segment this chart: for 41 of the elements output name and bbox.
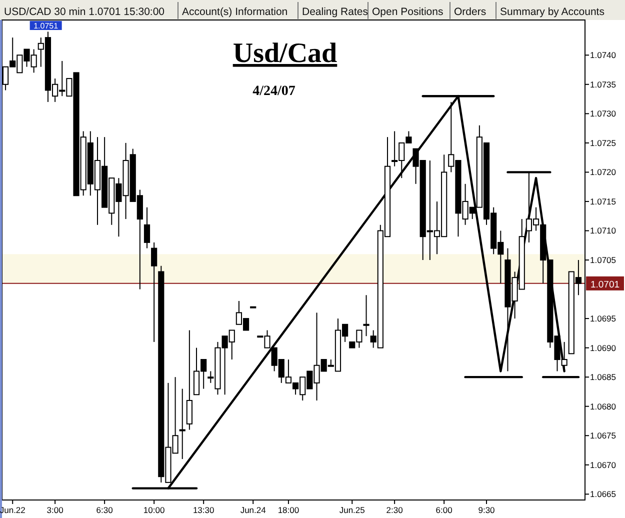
x-tick-label: 3:00: [46, 505, 64, 515]
y-tick-label: 1.0720: [590, 167, 616, 178]
x-tick-label: 9:30: [478, 505, 496, 515]
x-tick-label: 2:30: [386, 505, 404, 515]
x-tick-label: 13:30: [192, 505, 214, 515]
x-tick-label: 6:00: [436, 505, 453, 515]
text: Open Positions: [372, 6, 444, 18]
candlestick: [179, 388, 186, 460]
candlestick: [151, 242, 158, 342]
y-tick-label: 1.0740: [590, 50, 616, 60]
y-tick-label: 1.0730: [590, 108, 616, 119]
y-tick-label: 1.0715: [590, 196, 616, 206]
x-tick-label: 18:00: [278, 505, 300, 515]
text: Summary by Accounts: [500, 6, 604, 18]
y-tick-label: 1.0680: [590, 401, 616, 412]
y-tick-label: 1.0710: [590, 226, 616, 236]
y-tick-label: 1.0685: [590, 372, 616, 382]
text: Dealing Rates: [302, 6, 368, 18]
x-tick-label: 10:00: [143, 505, 165, 515]
text: USD/CAD 30 min 1.0701 15:30:00: [4, 6, 165, 18]
text: Usd/Cad: [232, 38, 338, 69]
text: 4/24/07: [252, 84, 296, 99]
y-tick-label: 1.0675: [590, 430, 616, 441]
x-tick-label: Jun.25: [339, 505, 366, 515]
y-tick-label: 1.0670: [590, 460, 616, 470]
candlestick: [144, 206, 150, 249]
candlestick: [363, 294, 370, 337]
annotation: 1.0751: [34, 22, 59, 30]
x-tick-label: Jun.22: [0, 505, 26, 515]
x-tick-label: 6:30: [96, 505, 114, 515]
y-tick-label: 1.0665: [590, 489, 616, 500]
candlestick: [186, 330, 192, 430]
text: Account(s) Information: [182, 6, 288, 18]
y-tick-label: 1.0725: [590, 138, 616, 148]
y-tick-label: 1.0735: [590, 79, 616, 90]
y-tick-label: 1.0690: [590, 342, 616, 353]
ref-line-label: 1.0701: [590, 279, 620, 290]
x-tick-label: Jun.24: [240, 505, 266, 515]
y-tick-label: 1.0695: [590, 314, 616, 324]
text: Orders: [454, 6, 486, 18]
y-tick-label: 1.0705: [590, 255, 616, 265]
